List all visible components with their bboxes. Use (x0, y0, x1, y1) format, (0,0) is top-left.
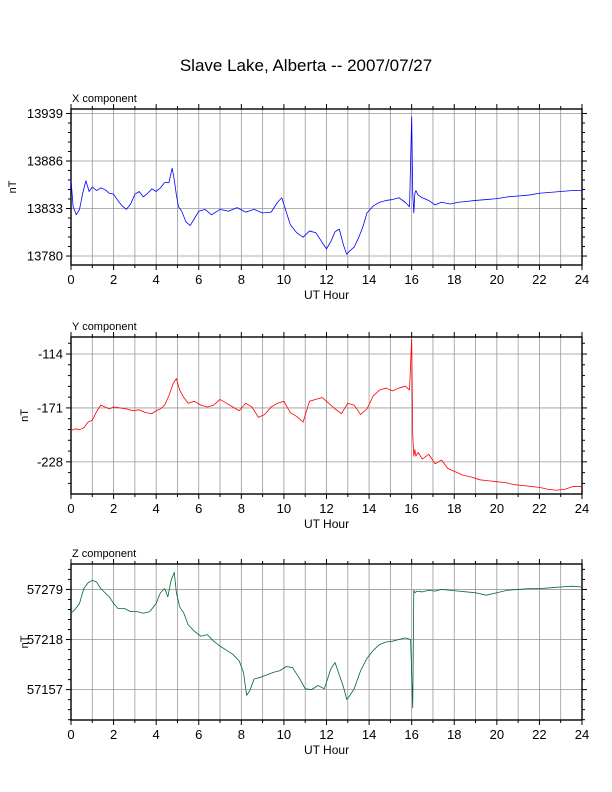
panel-3-xtick-label: 18 (447, 727, 461, 742)
panel-2-xtick-label: 2 (110, 501, 117, 516)
panel-1-xtick-label: 20 (490, 272, 504, 287)
panel-3-ytick-label: 57218 (27, 632, 63, 647)
panel-2-ytick-label: -171 (37, 400, 63, 415)
panel-2-xtick-label: 12 (319, 501, 333, 516)
panel-2-xtick-label: 20 (490, 501, 504, 516)
panel-3-xlabel: UT Hour (304, 743, 349, 757)
page-title: Slave Lake, Alberta -- 2007/07/27 (179, 56, 433, 75)
panel-2-title: Y component (72, 321, 137, 333)
panel-3-ytick-label: 57279 (27, 582, 63, 597)
panel-3-xtick-label: 20 (490, 727, 504, 742)
panel-1-xtick-label: 4 (153, 272, 160, 287)
panel-3-xtick-label: 12 (319, 727, 333, 742)
panel-3-title: Z component (72, 548, 136, 560)
panel-1-xtick-label: 14 (362, 272, 376, 287)
panel-2-xtick-label: 22 (532, 501, 546, 516)
panel-3-xtick-label: 8 (238, 727, 245, 742)
panel-3-xtick-label: 0 (67, 727, 74, 742)
panel-3-xtick-label: 10 (277, 727, 291, 742)
panel-1-xtick-label: 12 (319, 272, 333, 287)
panel-2-xtick-label: 14 (362, 501, 376, 516)
panel-2-xtick-label: 10 (277, 501, 291, 516)
panel-3-xtick-label: 16 (404, 727, 418, 742)
panel-1-xlabel: UT Hour (304, 288, 349, 302)
panel-1-ytick-label: 13939 (27, 106, 63, 121)
panel-3-ylabel: nT (19, 635, 31, 648)
panel-3-ytick-label: 57157 (27, 682, 63, 697)
panel-1-xtick-label: 22 (532, 272, 546, 287)
panel-1-ytick-label: 13833 (27, 201, 63, 216)
panel-1-series-line (70, 116, 582, 255)
panel-1-xtick-label: 10 (277, 272, 291, 287)
panel-1-xtick-label: 24 (575, 272, 589, 287)
panel-2-xtick-label: 8 (238, 501, 245, 516)
panel-2-xtick-label: 16 (404, 501, 418, 516)
panel-3-xtick-label: 22 (532, 727, 546, 742)
panel-2-ytick-label: -114 (38, 347, 63, 362)
panel-3-xtick-label: 4 (153, 727, 160, 742)
panel-2-ytick-label: -228 (37, 454, 63, 469)
panel-1-xtick-label: 8 (238, 272, 245, 287)
panel-1-ytick-label: 13780 (27, 249, 63, 264)
panel-2-xtick-label: 0 (67, 501, 74, 516)
panel-3-xtick-label: 6 (195, 727, 202, 742)
panel-3-xtick-label: 2 (110, 727, 117, 742)
panel-1-xtick-label: 18 (447, 272, 461, 287)
panel-3-xtick-label: 14 (362, 727, 376, 742)
panel-1-xtick-label: 16 (404, 272, 418, 287)
panel-2-series-line (70, 338, 582, 491)
panel-1-xtick-label: 2 (110, 272, 117, 287)
panel-2-xtick-label: 6 (195, 501, 202, 516)
panel-3-xtick-label: 24 (575, 727, 589, 742)
panel-1-title: X component (72, 93, 137, 105)
panel-1-ytick-label: 13886 (27, 154, 63, 169)
panel-2-xtick-label: 18 (447, 501, 461, 516)
panel-2-xtick-label: 4 (153, 501, 160, 516)
panel-2-xlabel: UT Hour (304, 517, 349, 531)
panel-2-ylabel: nT (19, 409, 31, 422)
panel-2-xtick-label: 24 (575, 501, 589, 516)
panel-3-series-line (70, 571, 583, 709)
panel-1-xtick-label: 6 (195, 272, 202, 287)
panel-1-ylabel: nT (7, 180, 19, 193)
panel-1-xtick-label: 0 (67, 272, 74, 287)
